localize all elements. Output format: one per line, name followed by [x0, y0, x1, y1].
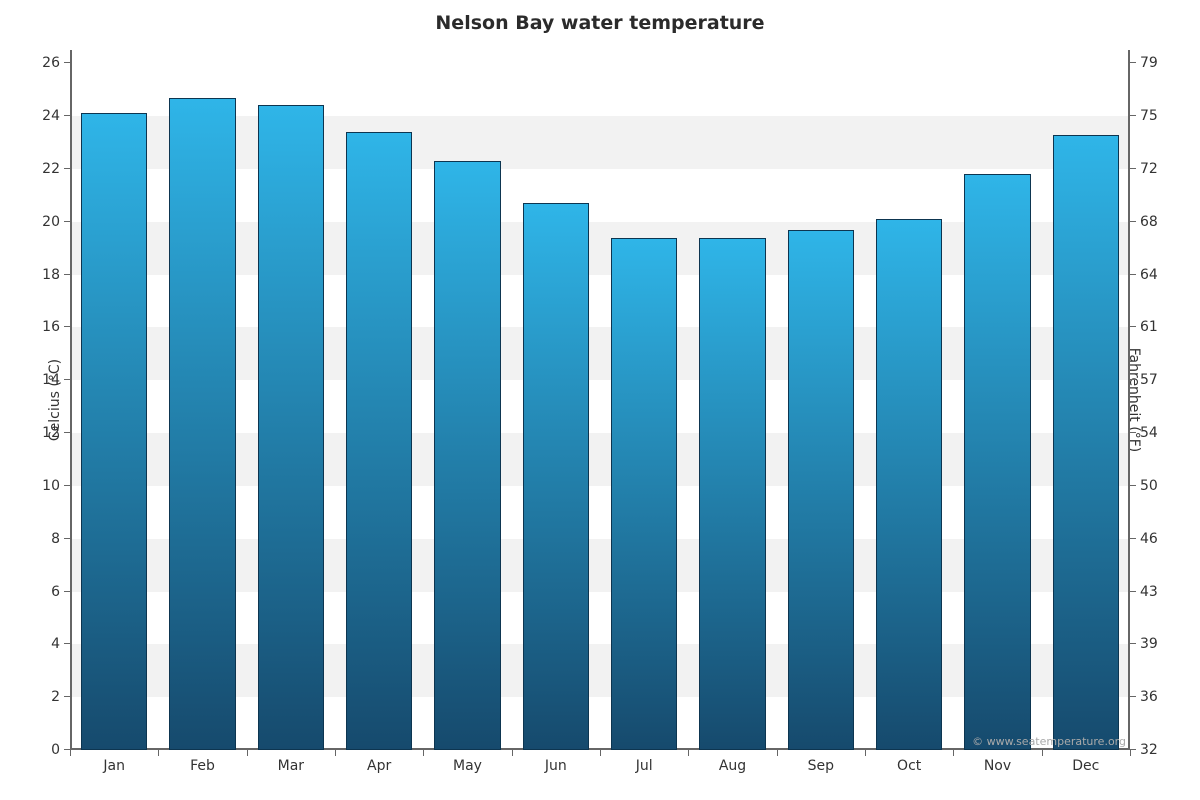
x-tick-label: Mar — [278, 758, 304, 774]
bar — [1053, 135, 1119, 750]
y-tick-label-celsius: 0 — [51, 742, 60, 758]
chart-credit: © www.seatemperature.org — [972, 735, 1126, 748]
y-tick-label-celsius: 12 — [42, 425, 60, 441]
bar — [258, 105, 324, 750]
y-tick-label-celsius: 8 — [51, 531, 60, 547]
y-tick-label-celsius: 4 — [51, 636, 60, 652]
y-tick-right — [1130, 591, 1136, 592]
y-tick-left — [64, 62, 70, 63]
y-tick-label-fahrenheit: 39 — [1140, 636, 1158, 652]
x-tick — [953, 750, 954, 756]
y-tick-right — [1130, 326, 1136, 327]
y-tick-left — [64, 591, 70, 592]
x-tick — [1130, 750, 1131, 756]
y-tick-label-celsius: 10 — [42, 478, 60, 494]
y-tick-right — [1130, 538, 1136, 539]
bars-container — [70, 50, 1130, 750]
y-tick-label-fahrenheit: 75 — [1140, 108, 1158, 124]
bar — [788, 230, 854, 750]
y-tick-left — [64, 432, 70, 433]
x-tick-label: May — [453, 758, 482, 774]
y-tick-left — [64, 115, 70, 116]
bar — [169, 98, 235, 750]
y-tick-right — [1130, 221, 1136, 222]
x-tick — [335, 750, 336, 756]
x-tick-label: Nov — [984, 758, 1011, 774]
y-tick-label-celsius: 18 — [42, 267, 60, 283]
y-tick-label-celsius: 26 — [42, 55, 60, 71]
x-tick — [70, 750, 71, 756]
y-tick-label-celsius: 22 — [42, 161, 60, 177]
y-tick-left — [64, 168, 70, 169]
y-tick-left — [64, 221, 70, 222]
x-tick-label: Apr — [367, 758, 391, 774]
y-tick-left — [64, 326, 70, 327]
y-tick-label-fahrenheit: 79 — [1140, 55, 1158, 71]
x-tick-label: Dec — [1072, 758, 1099, 774]
x-tick — [865, 750, 866, 756]
y-tick-left — [64, 696, 70, 697]
x-tick — [247, 750, 248, 756]
x-tick — [512, 750, 513, 756]
y-tick-label-fahrenheit: 57 — [1140, 372, 1158, 388]
y-tick-label-fahrenheit: 50 — [1140, 478, 1158, 494]
bar — [876, 219, 942, 750]
y-tick-right — [1130, 432, 1136, 433]
x-tick — [688, 750, 689, 756]
y-tick-label-fahrenheit: 32 — [1140, 742, 1158, 758]
y-tick-label-fahrenheit: 64 — [1140, 267, 1158, 283]
x-tick-label: Sep — [808, 758, 834, 774]
y-tick-right — [1130, 696, 1136, 697]
y-tick-left — [64, 485, 70, 486]
y-tick-left — [64, 538, 70, 539]
chart-title: Nelson Bay water temperature — [0, 12, 1200, 34]
y-tick-left — [64, 379, 70, 380]
x-tick-label: Aug — [719, 758, 746, 774]
x-tick-label: Jun — [545, 758, 567, 774]
y-tick-right — [1130, 643, 1136, 644]
x-tick — [777, 750, 778, 756]
x-tick — [158, 750, 159, 756]
y-tick-right — [1130, 115, 1136, 116]
y-tick-label-celsius: 2 — [51, 689, 60, 705]
y-tick-label-fahrenheit: 43 — [1140, 584, 1158, 600]
y-tick-right — [1130, 485, 1136, 486]
y-tick-label-celsius: 16 — [42, 319, 60, 335]
y-tick-label-fahrenheit: 68 — [1140, 214, 1158, 230]
y-tick-left — [64, 643, 70, 644]
y-tick-right — [1130, 62, 1136, 63]
y-tick-label-fahrenheit: 36 — [1140, 689, 1158, 705]
y-tick-label-fahrenheit: 61 — [1140, 319, 1158, 335]
bar — [611, 238, 677, 750]
x-tick-label: Jul — [636, 758, 653, 774]
y-tick-right — [1130, 274, 1136, 275]
water-temperature-chart: Nelson Bay water temperature Celcius (°C… — [0, 0, 1200, 800]
x-tick-label: Jan — [103, 758, 125, 774]
bar — [434, 161, 500, 750]
x-tick — [600, 750, 601, 756]
x-tick — [1042, 750, 1043, 756]
x-tick — [423, 750, 424, 756]
y-tick-label-celsius: 24 — [42, 108, 60, 124]
y-tick-label-fahrenheit: 54 — [1140, 425, 1158, 441]
y-tick-left — [64, 274, 70, 275]
bar — [964, 174, 1030, 750]
x-tick-label: Oct — [897, 758, 921, 774]
bar — [699, 238, 765, 750]
y-tick-label-celsius: 6 — [51, 584, 60, 600]
y-tick-label-fahrenheit: 46 — [1140, 531, 1158, 547]
bar — [81, 113, 147, 750]
y-tick-right — [1130, 168, 1136, 169]
bar — [523, 203, 589, 750]
bar — [346, 132, 412, 750]
y-tick-label-fahrenheit: 72 — [1140, 161, 1158, 177]
y-tick-label-celsius: 20 — [42, 214, 60, 230]
y-tick-right — [1130, 379, 1136, 380]
plot-area: 0322364396438461050125414571661186420682… — [70, 50, 1130, 750]
y-tick-label-celsius: 14 — [42, 372, 60, 388]
x-tick-label: Feb — [190, 758, 215, 774]
